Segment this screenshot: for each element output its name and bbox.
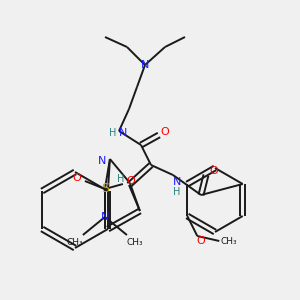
Text: S: S: [101, 182, 109, 196]
Text: O: O: [127, 176, 135, 186]
Text: H: H: [117, 174, 125, 184]
Text: O: O: [160, 127, 169, 137]
Text: N: N: [141, 60, 149, 70]
Text: O: O: [196, 236, 205, 246]
Text: N: N: [101, 212, 109, 222]
Text: O: O: [73, 173, 81, 183]
Text: H: H: [109, 128, 117, 138]
Text: N: N: [98, 156, 106, 166]
Text: H: H: [173, 187, 181, 197]
Text: N: N: [173, 177, 181, 187]
Text: N: N: [119, 128, 127, 138]
Text: CH₃: CH₃: [221, 236, 238, 245]
Text: CH₃: CH₃: [127, 238, 143, 247]
Text: O: O: [210, 166, 218, 176]
Text: CH₃: CH₃: [67, 238, 83, 247]
